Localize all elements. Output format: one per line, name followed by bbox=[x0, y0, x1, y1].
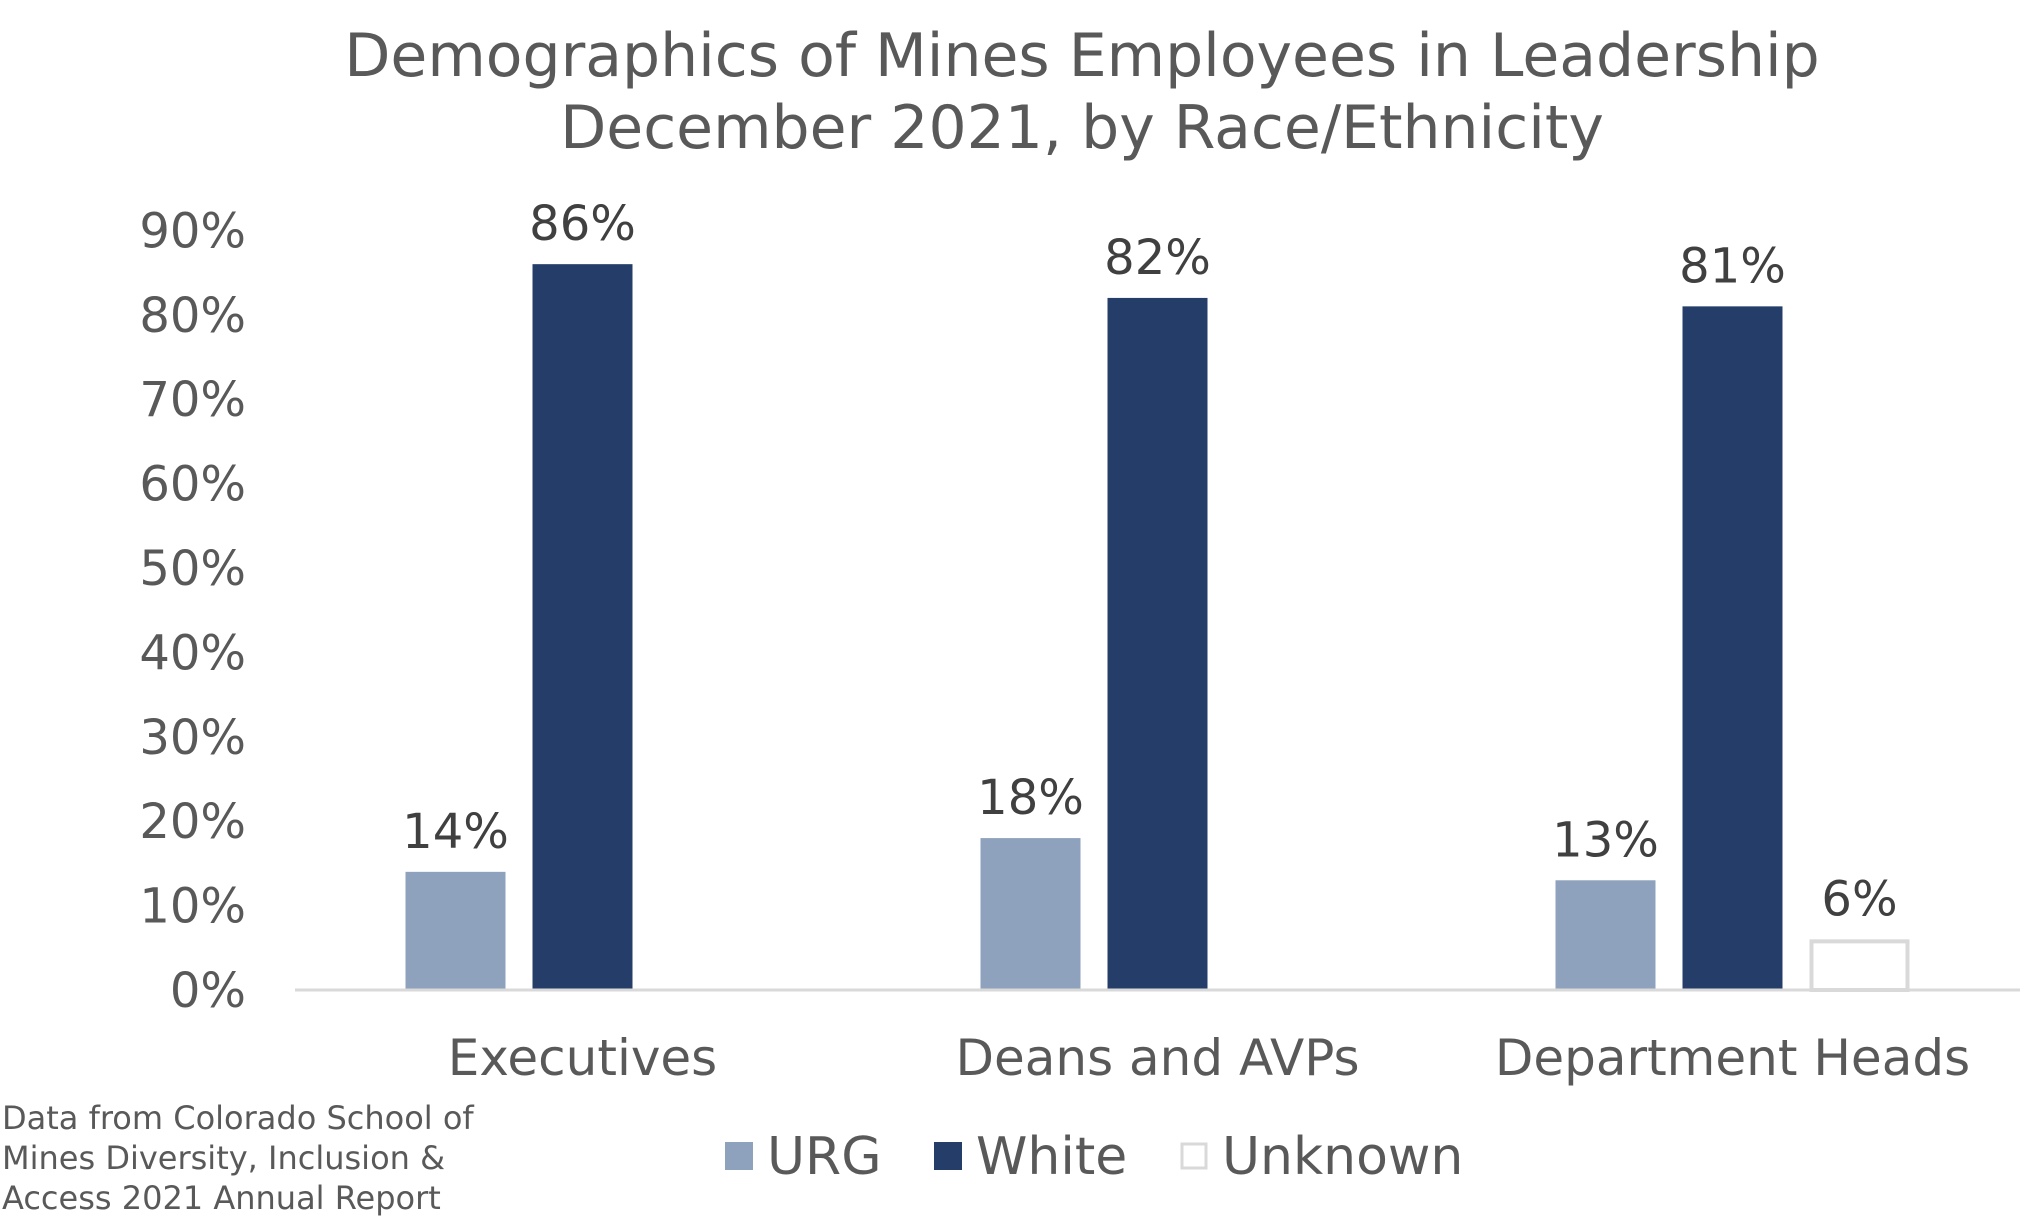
data-label: 14% bbox=[402, 804, 509, 860]
data-label: 86% bbox=[529, 196, 636, 252]
source-note-line: Mines Diversity, Inclusion & bbox=[2, 1139, 446, 1177]
source-note-line: Data from Colorado School of bbox=[2, 1099, 474, 1137]
legend: URG White Unknown bbox=[725, 1127, 1463, 1187]
y-tick-label: 30% bbox=[139, 710, 246, 766]
data-label: 18% bbox=[977, 770, 1084, 826]
y-tick-label: 10% bbox=[139, 879, 246, 935]
bar-urg bbox=[405, 871, 506, 990]
legend-label-unknown: Unknown bbox=[1222, 1127, 1463, 1187]
y-tick-label: 50% bbox=[139, 541, 246, 597]
y-tick-label: 70% bbox=[139, 372, 246, 428]
category-label: Deans and AVPs bbox=[955, 1029, 1359, 1087]
legend-swatch-white bbox=[934, 1142, 962, 1170]
y-tick-label: 60% bbox=[139, 457, 246, 513]
data-label: 6% bbox=[1821, 871, 1897, 927]
source-note-line: Access 2021 Annual Report bbox=[2, 1179, 441, 1217]
y-tick-label: 0% bbox=[170, 963, 246, 1019]
legend-label-white: White bbox=[976, 1127, 1127, 1187]
bar-white bbox=[1682, 306, 1783, 990]
bar-marks bbox=[405, 264, 1910, 992]
data-label: 13% bbox=[1552, 812, 1659, 868]
legend-swatch-urg bbox=[725, 1142, 753, 1170]
legend-label-urg: URG bbox=[767, 1127, 882, 1187]
y-tick-label: 90% bbox=[139, 203, 246, 259]
bar-white bbox=[532, 264, 633, 990]
bar-urg bbox=[1555, 880, 1656, 990]
bar-urg bbox=[980, 838, 1081, 990]
legend-swatch-unknown bbox=[1180, 1142, 1208, 1170]
y-tick-label: 20% bbox=[139, 794, 246, 850]
category-labels: Executives Deans and AVPs Department Heads bbox=[448, 1029, 1970, 1087]
y-axis-tick-labels: 0% 10% 20% 30% 40% 50% 60% 70% 80% 90% bbox=[139, 203, 246, 1019]
bar-white bbox=[1107, 297, 1208, 990]
category-label: Department Heads bbox=[1495, 1029, 1970, 1087]
data-label: 81% bbox=[1679, 238, 1786, 294]
y-tick-label: 80% bbox=[139, 288, 246, 344]
bar-unknown bbox=[1809, 939, 1910, 992]
chart-subtitle: December 2021, by Race/Ethnicity bbox=[560, 93, 1604, 163]
category-label: Executives bbox=[448, 1029, 717, 1087]
chart-title: Demographics of Mines Employees in Leade… bbox=[344, 21, 1820, 91]
data-labels: 14% 86% 18% 82% 13% 81% 6% bbox=[402, 196, 1897, 927]
source-note: Data from Colorado School of Mines Diver… bbox=[2, 1098, 522, 1218]
data-label: 82% bbox=[1104, 230, 1211, 286]
y-tick-label: 40% bbox=[139, 625, 246, 681]
